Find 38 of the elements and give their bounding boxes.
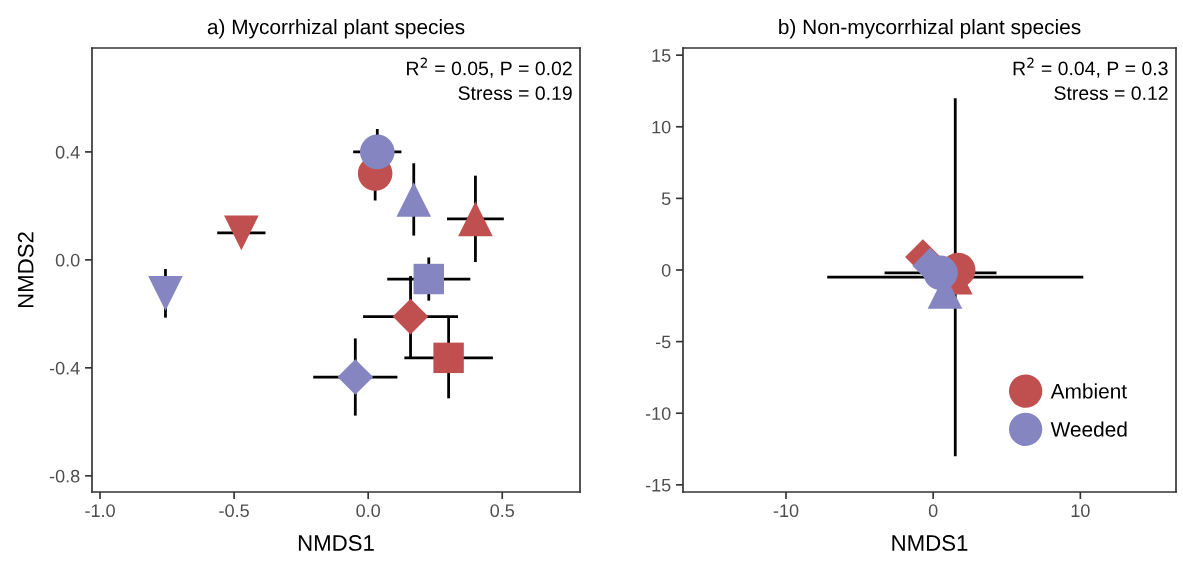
point <box>396 182 432 217</box>
point <box>224 215 259 251</box>
y-tick-label: 10 <box>652 120 671 134</box>
legend-label: Weeded <box>1050 421 1127 437</box>
point <box>392 298 429 335</box>
point <box>413 263 444 295</box>
x-tick-label: -0.5 <box>219 504 249 518</box>
y-tick-label: 0.4 <box>55 145 80 159</box>
y-tick-label: 0.0 <box>55 253 80 267</box>
x-axis-title: NMDS1 <box>892 535 968 551</box>
x-tick-label: 0.5 <box>490 504 515 518</box>
y-axis-title: NMDS2 <box>17 232 34 308</box>
point <box>148 276 183 311</box>
x-tick-label: 10 <box>1071 504 1090 518</box>
y-tick-label: 15 <box>652 49 671 62</box>
x-axis-title: NMDS1 <box>298 535 374 551</box>
annotation: R$^{2}$ = 0.04, P = 0.3 <box>1013 57 1168 78</box>
x-tick-label: -10 <box>773 504 799 518</box>
annotation: R$^{2}$ = 0.05, P = 0.02 <box>407 57 572 78</box>
y-tick-label: -5 <box>655 335 671 349</box>
x-tick-label: -1.0 <box>85 504 115 518</box>
annotation: Stress = 0.12 <box>1054 86 1168 101</box>
point <box>337 359 374 395</box>
y-tick-label: -0.4 <box>49 361 80 375</box>
point <box>360 134 395 170</box>
annotation: Stress = 0.19 <box>458 86 572 101</box>
chart-title: b) Non-mycorrhizal plant species <box>779 19 1081 39</box>
y-tick-label: -0.8 <box>49 469 80 483</box>
y-tick-label: -10 <box>645 407 671 420</box>
y-tick-label: 5 <box>661 192 671 206</box>
point <box>433 342 464 374</box>
point <box>458 201 493 237</box>
legend-label: Ambient <box>1050 383 1127 399</box>
x-tick-label: 0 <box>928 504 938 518</box>
y-tick-label: 0 <box>661 263 671 277</box>
y-tick-label: -15 <box>645 478 671 492</box>
chart-title: a) Mycorrhizal plant species <box>207 19 465 39</box>
x-tick-label: 0.0 <box>356 504 381 518</box>
